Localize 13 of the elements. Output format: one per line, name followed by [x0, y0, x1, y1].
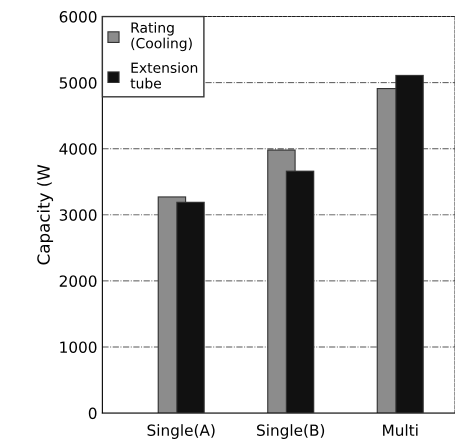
y-tick-label: 1000: [60, 341, 96, 353]
y-tick-label: 3000: [60, 209, 96, 221]
legend-label: Rating (Cooling): [131, 22, 192, 52]
y-axis-title: Capacity (W: [36, 164, 54, 264]
y-tick-label: 5000: [60, 77, 96, 89]
x-tick-label: Single(B): [257, 424, 324, 439]
y-tick-label: 2000: [60, 275, 96, 287]
legend-label: Extension tube: [130, 62, 198, 89]
x-tick-label: Single(A): [148, 424, 215, 439]
y-tick-label: 6000: [60, 11, 96, 23]
y-tick-label: 4000: [59, 143, 96, 155]
y-tick-label: 0: [88, 408, 96, 420]
x-tick-label: Multi: [383, 424, 418, 436]
